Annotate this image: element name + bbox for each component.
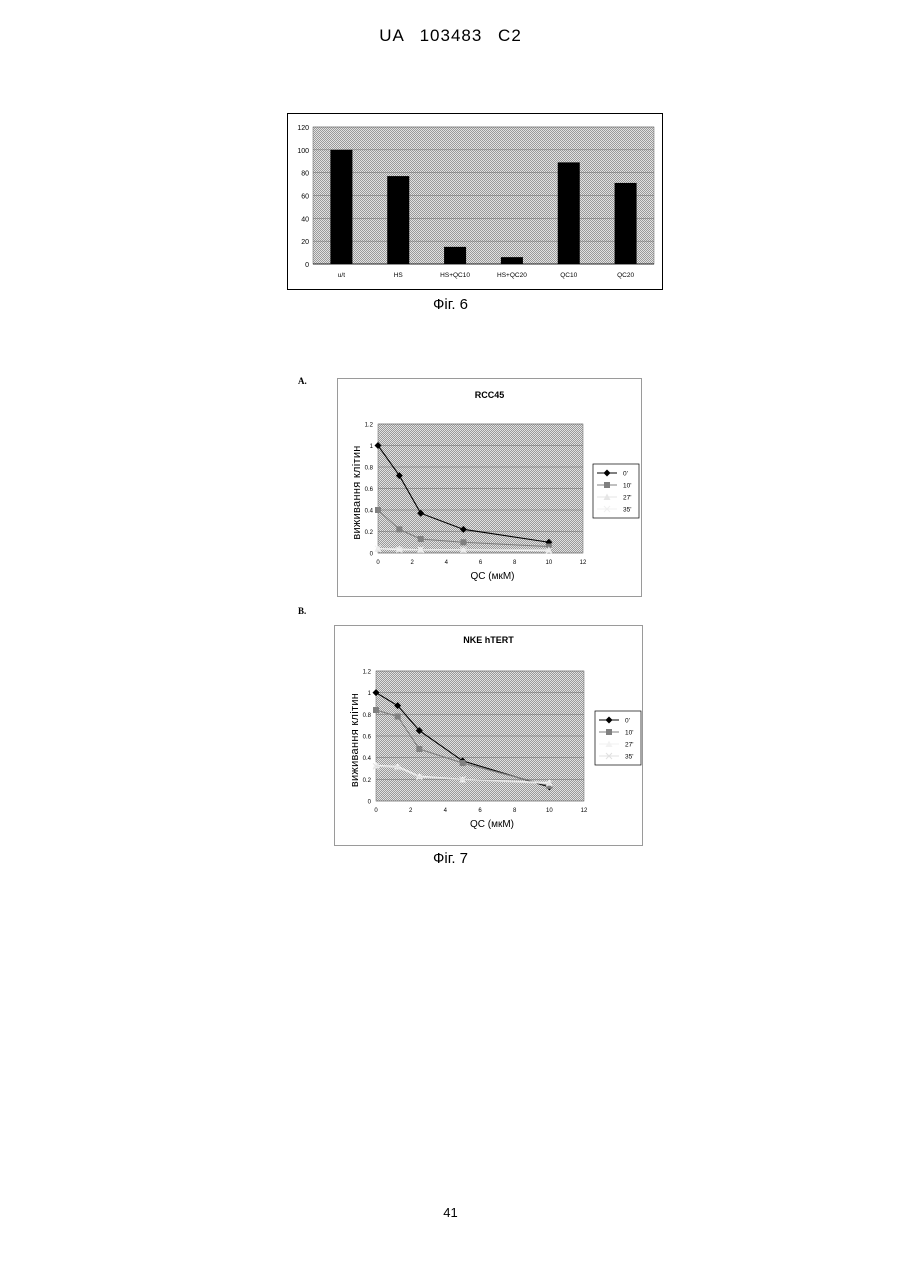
legend-label: 10' bbox=[625, 730, 633, 737]
bar bbox=[330, 150, 352, 264]
y-axis-label: виживання клітин bbox=[351, 445, 363, 539]
legend-box bbox=[595, 711, 641, 765]
fig6-bar-chart: 0 20 40 60 80 100 120 u/t HS HS+QC10 HS+QC20 QC10 QC… bbox=[287, 113, 663, 290]
y-tick-label: 0 bbox=[305, 262, 309, 269]
y-tick-label: 120 bbox=[297, 125, 309, 132]
panel-a-label: A. bbox=[298, 376, 307, 386]
data-point bbox=[604, 482, 610, 488]
x-tick-label: QC10 bbox=[560, 272, 577, 279]
data-point bbox=[460, 760, 466, 766]
chart-title: RCC45 bbox=[475, 390, 505, 400]
y-tick-label: 1.2 bbox=[363, 670, 372, 676]
bar bbox=[444, 247, 466, 264]
data-point bbox=[606, 729, 612, 735]
bar bbox=[615, 183, 637, 264]
y-tick-label: 0.6 bbox=[363, 735, 372, 741]
x-tick-label: u/t bbox=[338, 272, 345, 279]
fig7a-line-chart: RCC4500.20.40.60.811.2024681012QC (мкМ)в… bbox=[337, 378, 642, 597]
y-tick-label: 0.6 bbox=[365, 487, 374, 493]
panel-b-label: B. bbox=[298, 606, 306, 616]
y-tick-label: 100 bbox=[297, 148, 309, 155]
legend-label: 27' bbox=[623, 495, 631, 502]
legend-label: 27' bbox=[625, 742, 633, 749]
y-tick-label: 1.2 bbox=[365, 423, 374, 429]
legend-label: 35' bbox=[625, 754, 633, 761]
fig7b-line-chart: NKE hTERT00.20.40.60.811.2024681012QC (м… bbox=[334, 625, 643, 846]
data-point bbox=[375, 507, 381, 513]
x-tick-label: HS+QC10 bbox=[440, 272, 470, 279]
x-tick-label: 12 bbox=[580, 560, 587, 566]
y-tick-label: 60 bbox=[301, 194, 309, 201]
y-tick-label: 0.4 bbox=[365, 509, 374, 515]
x-tick-label: 12 bbox=[581, 808, 588, 814]
data-point bbox=[460, 539, 466, 545]
x-tick-label: QC20 bbox=[617, 272, 634, 279]
y-tick-label: 0.2 bbox=[363, 778, 372, 784]
y-tick-label: 0.8 bbox=[365, 466, 374, 472]
data-point bbox=[416, 746, 422, 752]
chart-title: NKE hTERT bbox=[463, 635, 514, 645]
fig7-caption: Фіг. 7 bbox=[0, 850, 901, 867]
legend-label: 35' bbox=[623, 507, 631, 514]
y-tick-label: 40 bbox=[301, 216, 309, 223]
legend-label: 0' bbox=[623, 471, 628, 478]
bar bbox=[387, 176, 409, 264]
x-tick-label: HS bbox=[394, 272, 404, 279]
x-tick-label: HS+QC20 bbox=[497, 272, 527, 279]
data-point bbox=[418, 536, 424, 542]
x-axis-label: QC (мкМ) bbox=[470, 819, 514, 830]
legend-box bbox=[593, 464, 639, 518]
document-header: UA 103483 C2 bbox=[0, 26, 901, 46]
y-axis-label: виживання клітин bbox=[349, 693, 361, 787]
y-tick-label: 0.2 bbox=[365, 530, 374, 536]
legend-label: 10' bbox=[623, 483, 631, 490]
bar bbox=[558, 162, 580, 264]
data-point bbox=[396, 526, 402, 532]
x-tick-label: 10 bbox=[546, 808, 553, 814]
y-tick-label: 80 bbox=[301, 171, 309, 178]
x-tick-label: 10 bbox=[545, 560, 552, 566]
y-tick-label: 20 bbox=[301, 239, 309, 246]
legend-label: 0' bbox=[625, 718, 630, 725]
y-tick-label: 0.4 bbox=[363, 756, 372, 762]
fig6-caption: Фіг. 6 bbox=[0, 296, 901, 313]
bar bbox=[501, 257, 523, 264]
page-number: 41 bbox=[0, 1205, 901, 1220]
data-point bbox=[395, 714, 401, 720]
y-tick-label: 0.8 bbox=[363, 713, 372, 719]
x-axis-label: QC (мкМ) bbox=[470, 571, 514, 582]
data-point bbox=[373, 707, 379, 713]
